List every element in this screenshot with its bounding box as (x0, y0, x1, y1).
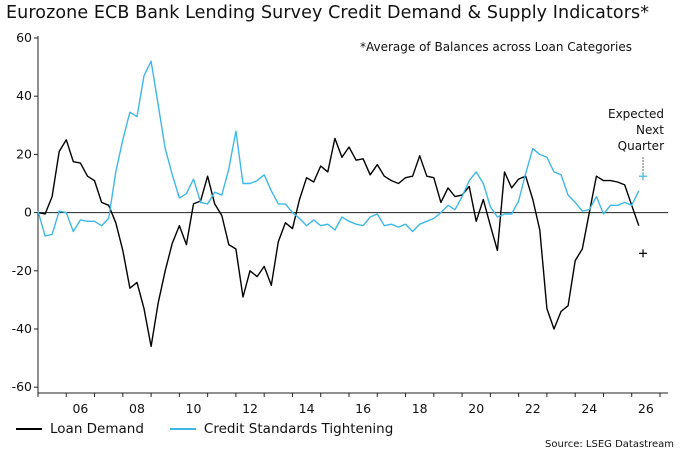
x-tick-label: 24 (581, 401, 597, 416)
legend-item-credit-standards: Credit Standards Tightening (169, 421, 394, 437)
expected-label-line-3: Quarter (617, 139, 664, 153)
y-tick-label: -40 (12, 321, 32, 336)
legend-label-loan-demand: Loan Demand (50, 421, 144, 437)
y-tick-label: -60 (12, 379, 32, 394)
x-tick-label: 08 (129, 401, 145, 416)
legend-swatch-credit-standards (169, 428, 196, 430)
y-tick-label: -20 (12, 263, 32, 278)
y-tick-label: 40 (16, 88, 32, 103)
x-tick-label: 18 (412, 401, 428, 416)
series-line-credit-standards (37, 60, 640, 237)
x-tick-label: 10 (186, 401, 202, 416)
annotation-note: *Average of Balances across Loan Categor… (360, 40, 632, 54)
legend-label-credit-standards: Credit Standards Tightening (203, 421, 394, 437)
x-tick-label: 20 (468, 401, 484, 416)
legend-swatch-loan-demand (16, 428, 42, 430)
y-tick-label: 0 (24, 205, 32, 220)
x-tick-label: 14 (299, 401, 315, 416)
expected-label-line-2: Next (636, 123, 664, 137)
x-tick-label: 26 (638, 401, 654, 416)
legend: Loan Demand Credit Standards Tightening (16, 421, 419, 437)
expected-label-line-1: Expected (608, 107, 664, 121)
y-tick-label: 60 (16, 30, 32, 45)
legend-item-loan-demand: Loan Demand (16, 421, 144, 437)
series-line-loan-demand (37, 137, 640, 348)
chart-title: Eurozone ECB Bank Lending Survey Credit … (6, 3, 650, 23)
x-tick-label: 22 (525, 401, 541, 416)
x-tick-label: 06 (72, 401, 88, 416)
x-tick-label: 16 (355, 401, 371, 416)
x-tick-label: 12 (242, 401, 258, 416)
y-tick-label: 20 (16, 146, 32, 161)
expected-next-quarter-label: Expected Next Quarter (584, 106, 664, 154)
source-note: Source: LSEG Datastream (545, 439, 674, 450)
